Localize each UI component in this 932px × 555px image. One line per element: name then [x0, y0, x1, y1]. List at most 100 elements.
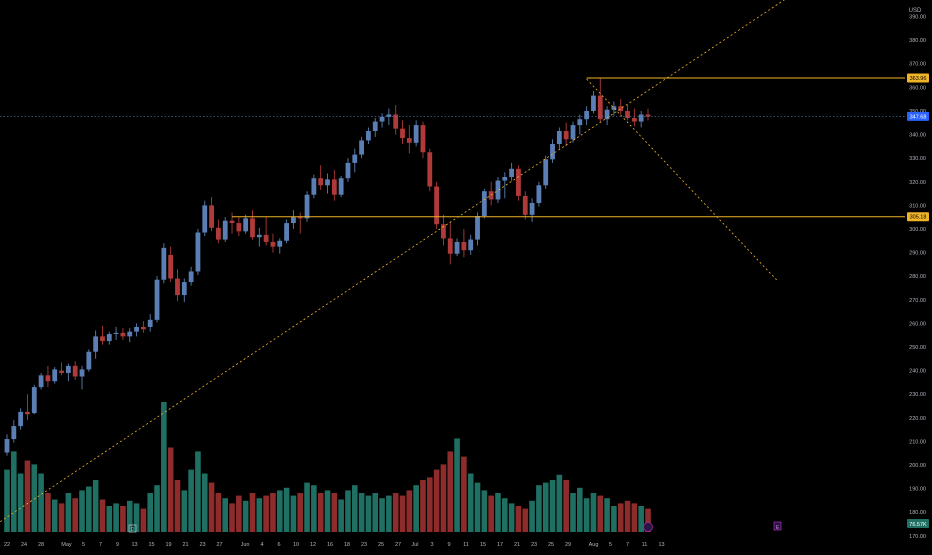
candle[interactable]	[72, 361, 78, 381]
candle[interactable]	[175, 269, 180, 301]
candle[interactable]	[113, 326, 119, 340]
candle[interactable]	[222, 217, 228, 242]
candle[interactable]	[140, 321, 146, 333]
candle[interactable]	[338, 175, 344, 198]
candle[interactable]	[154, 276, 160, 323]
candle[interactable]	[597, 78, 603, 123]
candle[interactable]	[45, 365, 51, 388]
candle[interactable]	[461, 228, 467, 258]
candle[interactable]	[495, 177, 501, 204]
candle[interactable]	[325, 173, 330, 194]
candle[interactable]	[522, 191, 528, 220]
dividend-marker-box[interactable]	[128, 524, 137, 533]
candle[interactable]	[529, 198, 535, 222]
candle[interactable]	[147, 313, 153, 332]
candle[interactable]	[250, 210, 255, 240]
candle[interactable]	[120, 328, 126, 340]
candle[interactable]	[161, 243, 167, 284]
candle[interactable]	[570, 121, 576, 143]
candle[interactable]	[591, 90, 596, 114]
candle[interactable]	[447, 221, 453, 265]
candle[interactable]	[481, 188, 487, 219]
candle[interactable]	[468, 234, 474, 255]
candle[interactable]	[270, 233, 276, 253]
candle[interactable]	[509, 162, 515, 181]
earnings-marker-icon[interactable]	[643, 522, 653, 532]
candle[interactable]	[38, 372, 44, 390]
candle[interactable]	[638, 110, 644, 128]
candle[interactable]	[420, 121, 426, 159]
candle[interactable]	[543, 155, 549, 189]
candle[interactable]	[195, 228, 201, 275]
candle[interactable]	[331, 169, 337, 201]
candle[interactable]	[181, 278, 187, 303]
candle[interactable]	[454, 238, 460, 257]
earnings-marker-box[interactable]	[773, 521, 782, 531]
candle[interactable]	[406, 125, 412, 154]
dividend-marker-icon[interactable]: D	[131, 527, 135, 533]
candle[interactable]	[427, 148, 433, 192]
price-axis[interactable]: 170.00 180.00 190.00 200.00 210.00 220.00 230.…	[909, 15, 926, 540]
candle[interactable]	[441, 214, 446, 246]
candle[interactable]	[134, 323, 139, 337]
candle[interactable]	[127, 328, 133, 343]
candle[interactable]	[100, 325, 105, 345]
candle[interactable]	[584, 106, 590, 126]
candle[interactable]	[236, 217, 242, 237]
candle[interactable]	[400, 120, 405, 144]
time-axis[interactable]: 22 24 28 May 5 7 9 13 15 19 21 23 27 Jun 4 6 10 12 16 18 23 2…	[4, 542, 665, 548]
candle[interactable]	[209, 197, 214, 232]
candle[interactable]	[618, 99, 624, 115]
candle[interactable]	[434, 181, 440, 229]
candle[interactable]	[625, 105, 630, 121]
candle[interactable]	[577, 114, 583, 135]
candle[interactable]	[550, 139, 555, 163]
candle[interactable]	[284, 219, 289, 244]
candle[interactable]	[31, 384, 37, 415]
candle[interactable]	[631, 108, 637, 127]
candle[interactable]	[502, 172, 508, 199]
candle[interactable]	[393, 105, 399, 135]
candle[interactable]	[604, 106, 610, 126]
candle[interactable]	[359, 136, 364, 159]
candle[interactable]	[106, 331, 112, 345]
candle[interactable]	[59, 362, 64, 376]
candle[interactable]	[304, 191, 310, 222]
candle[interactable]	[413, 120, 419, 147]
candle[interactable]	[168, 246, 174, 283]
candle[interactable]	[188, 266, 194, 286]
candle[interactable]	[4, 434, 10, 456]
trend-line[interactable]	[586, 78, 778, 282]
candle[interactable]	[202, 200, 208, 237]
candle[interactable]	[52, 367, 58, 384]
candle[interactable]	[386, 108, 392, 126]
candle[interactable]	[25, 394, 30, 421]
candle[interactable]	[256, 227, 262, 247]
candle[interactable]	[297, 212, 303, 234]
candle[interactable]	[215, 219, 221, 244]
candle[interactable]	[277, 238, 283, 254]
candle[interactable]	[318, 165, 324, 191]
candle[interactable]	[556, 127, 562, 149]
candle[interactable]	[229, 212, 235, 234]
candle[interactable]	[536, 181, 542, 207]
candle[interactable]	[352, 148, 358, 173]
candle[interactable]	[516, 165, 521, 201]
candle[interactable]	[243, 214, 249, 234]
candle[interactable]	[18, 408, 24, 430]
candle[interactable]	[645, 108, 651, 121]
candle[interactable]	[93, 330, 99, 359]
candle[interactable]	[611, 101, 617, 116]
candle[interactable]	[79, 365, 85, 390]
candle[interactable]	[291, 210, 296, 229]
candle[interactable]	[86, 349, 92, 372]
candle[interactable]	[475, 212, 480, 246]
candle[interactable]	[379, 113, 385, 128]
candle[interactable]	[563, 122, 569, 147]
candle[interactable]	[65, 363, 71, 382]
candle[interactable]	[345, 158, 351, 182]
candle[interactable]	[11, 420, 17, 443]
candle[interactable]	[372, 118, 378, 137]
